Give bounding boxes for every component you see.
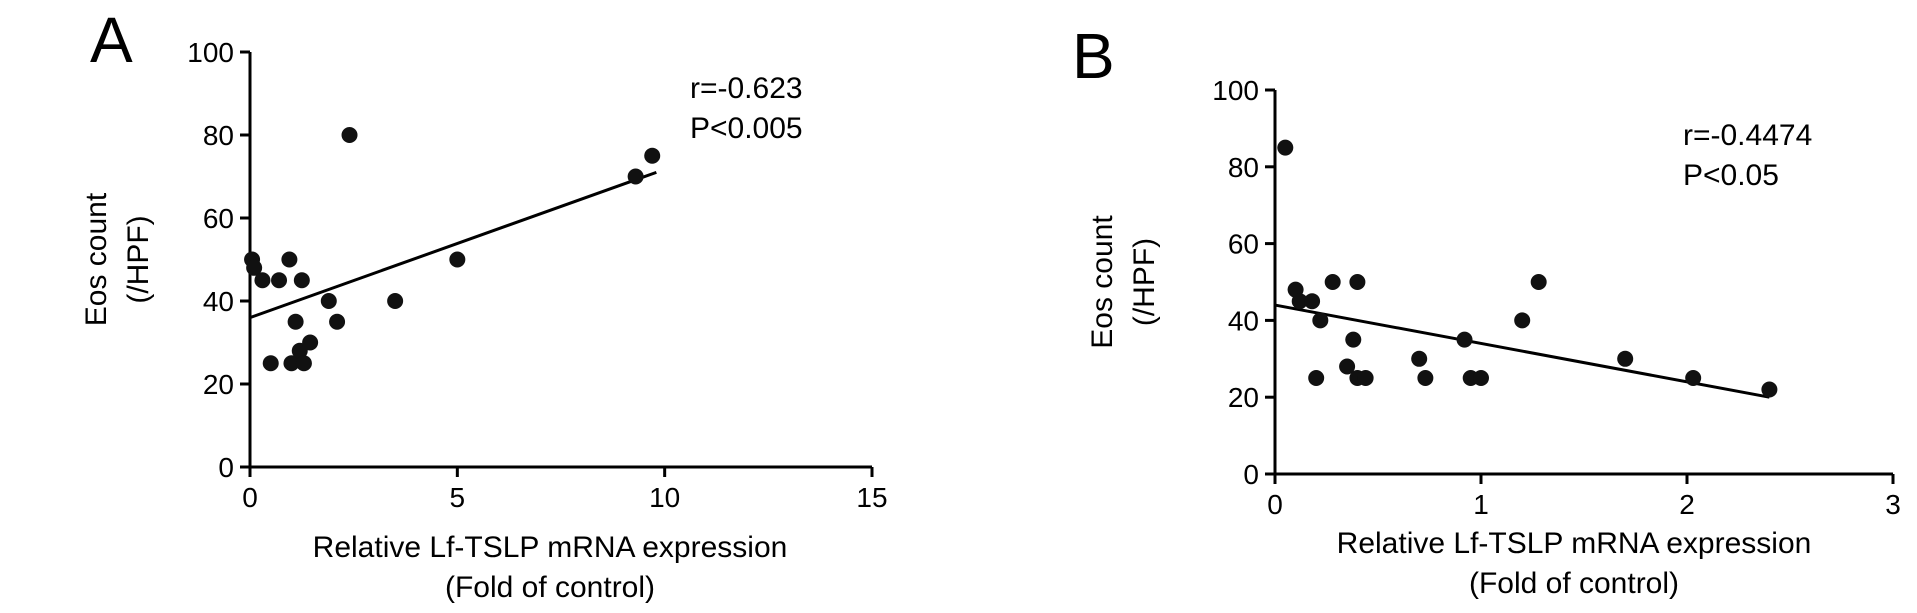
panel-a-y-axis-title: Eos count (80, 192, 113, 326)
panel-a-y-tick-label: 60 (203, 203, 234, 234)
panel-b-data-point (1617, 350, 1634, 367)
panel-b-data-point (1411, 350, 1428, 367)
panel-a-data-point (627, 168, 644, 185)
panel-a-data-point (387, 293, 404, 309)
panel-b-data-point (1417, 370, 1434, 386)
panel-b-letter: B (1072, 20, 1115, 92)
panel-a-y-axis-title: (/HPF) (122, 215, 155, 303)
panel-b-x-tick-label: 3 (1885, 489, 1901, 520)
panel-b-data-point (1277, 139, 1294, 156)
panel-a-data-point (271, 272, 288, 289)
panel-a-data-point (320, 293, 337, 309)
panel-a-data-point (329, 313, 346, 330)
panel-a-stat-annotation: P<0.005 (690, 112, 803, 145)
panel-b-data-point (1324, 274, 1341, 290)
panel-a-data-point (295, 355, 312, 372)
panel-b-stat-annotation: r=-0.4474 (1683, 119, 1812, 152)
panel-b-x-axis-title: Relative Lf-TSLP mRNA expression (1337, 527, 1812, 560)
panel-b-data-point (1473, 370, 1489, 386)
panel-a-data-point (287, 313, 304, 330)
panel-b-data-point (1339, 358, 1356, 375)
panel-b-data-point (1685, 370, 1702, 386)
panel-a-data-point (254, 272, 271, 289)
panel-b-y-axis-title: Eos count (1086, 215, 1119, 349)
panel-a-x-tick-label: 0 (242, 482, 258, 513)
panel-b-data-point (1308, 370, 1325, 386)
panel-b-y-tick-label: 20 (1228, 382, 1259, 413)
panel-a-x-tick-label: 15 (856, 482, 887, 513)
panel-a-data-point (281, 251, 298, 268)
panel-a-x-axis-title: Relative Lf-TSLP mRNA expression (313, 531, 788, 564)
panel-a-stat-annotation: r=-0.623 (690, 72, 803, 105)
panel-b-y-tick-label: 80 (1228, 152, 1259, 183)
panel-b-data-point (1761, 381, 1778, 398)
panel-b-data-point (1514, 312, 1531, 329)
panel-a-data-point (262, 355, 279, 372)
panel-a-y-tick-label: 80 (203, 120, 234, 151)
panel-b-y-axis-title: (/HPF) (1128, 238, 1161, 326)
panel-a-letter: A (90, 4, 133, 76)
panel-b-x-axis-title: (Fold of control) (1469, 567, 1679, 600)
panel-b-x-tick-label: 0 (1267, 489, 1283, 520)
panel-b-data-point (1357, 370, 1374, 386)
panel-b-x-tick-label: 1 (1473, 489, 1489, 520)
panel-b-stat-annotation: P<0.05 (1683, 159, 1779, 192)
panel-b-y-tick-label: 0 (1243, 459, 1259, 490)
panel-a-data-point (341, 127, 358, 143)
panel-b-data-point (1291, 293, 1308, 310)
panel-a-data-point (449, 251, 466, 268)
panel-a-data-point (283, 355, 300, 372)
panel-a-regression-line (249, 170, 657, 320)
panel-a-data-point (293, 272, 310, 289)
panel-b-data-point (1530, 274, 1547, 290)
panel-b-scatter-chart: B 0 1 2 3 0 20 40 60 80 100 Eos count (/HPF) Relative… (1072, 20, 1901, 600)
panel-a-data-point (246, 259, 263, 276)
panel-b-data-point (1312, 312, 1329, 329)
panel-b-x-tick-label: 2 (1679, 489, 1695, 520)
panel-a-data-point (644, 147, 661, 164)
panel-a-y-tick-label: 0 (218, 452, 234, 483)
panel-b-y-tick-label: 60 (1228, 229, 1259, 260)
panel-a-data-point (302, 334, 319, 351)
panel-a-x-axis-title: (Fold of control) (445, 571, 655, 604)
panel-a-scatter-chart: A 0 5 10 15 0 20 40 60 80 100 Eos count (/HPF) Relati… (80, 4, 888, 604)
panel-b-y-tick-label: 40 (1228, 305, 1259, 336)
panel-b-data-point (1304, 293, 1321, 310)
panel-b-y-tick-label: 100 (1212, 75, 1259, 106)
panel-b-data-point (1349, 274, 1366, 290)
panel-a-x-tick-label: 5 (450, 482, 466, 513)
panel-a-y-tick-label: 40 (203, 286, 234, 317)
panel-b-data-point (1456, 331, 1473, 348)
panel-a-y-tick-label: 20 (203, 369, 234, 400)
panel-b-data-point (1345, 331, 1362, 348)
panel-a-y-tick-label: 100 (187, 37, 234, 68)
panel-a-x-tick-label: 10 (649, 482, 680, 513)
